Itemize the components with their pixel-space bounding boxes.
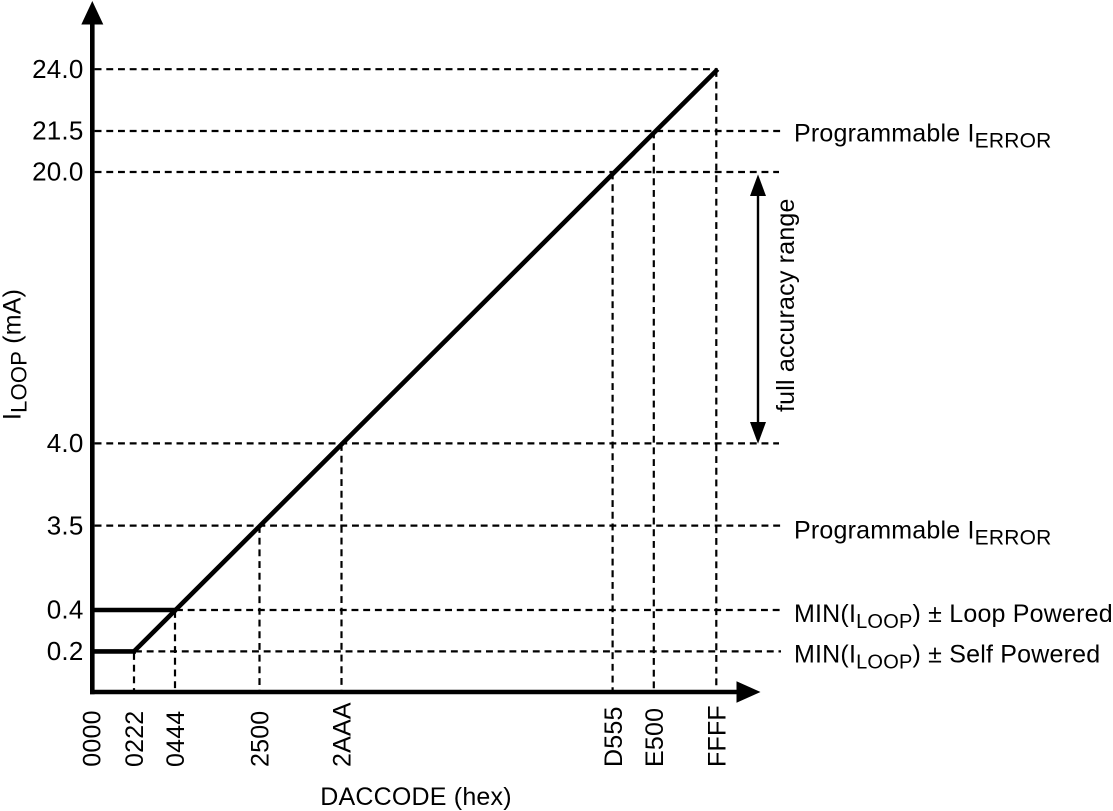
- svg-text:0.4: 0.4: [47, 595, 84, 625]
- svg-text:Programmable IERROR: Programmable IERROR: [794, 517, 1052, 550]
- svg-text:4.0: 4.0: [47, 428, 84, 458]
- svg-text:MIN(ILOOP) ± Self Powered: MIN(ILOOP) ± Self Powered: [794, 641, 1100, 674]
- svg-text:0.2: 0.2: [47, 636, 84, 666]
- svg-text:2AAA: 2AAA: [329, 702, 357, 767]
- svg-text:ILOOP (mA): ILOOP (mA): [0, 289, 32, 420]
- svg-text:0222: 0222: [121, 711, 149, 767]
- svg-text:FFFF: FFFF: [704, 705, 732, 767]
- svg-text:0000: 0000: [79, 710, 107, 766]
- svg-text:20.0: 20.0: [32, 157, 83, 187]
- svg-text:MIN(ILOOP) ± Loop Powered: MIN(ILOOP) ± Loop Powered: [794, 600, 1113, 633]
- svg-text:DACCODE (hex): DACCODE (hex): [320, 783, 512, 811]
- svg-text:full accuracy range: full accuracy range: [772, 198, 800, 412]
- svg-text:D555: D555: [600, 706, 628, 767]
- svg-text:3.5: 3.5: [47, 510, 84, 540]
- svg-text:E500: E500: [641, 708, 669, 767]
- svg-text:24.0: 24.0: [32, 54, 83, 84]
- svg-text:2500: 2500: [247, 711, 275, 767]
- svg-text:21.5: 21.5: [32, 116, 83, 146]
- svg-text:0444: 0444: [162, 711, 190, 767]
